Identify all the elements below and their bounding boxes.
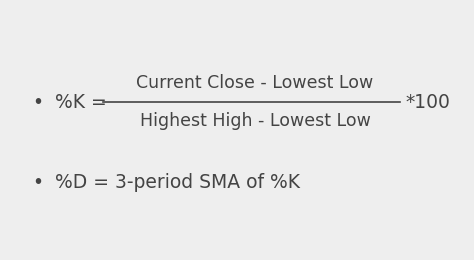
Text: Highest High - Lowest Low: Highest High - Lowest Low: [139, 112, 371, 130]
Text: Current Close - Lowest Low: Current Close - Lowest Low: [137, 74, 374, 92]
Text: •: •: [32, 172, 44, 192]
Text: %D = 3-period SMA of %K: %D = 3-period SMA of %K: [55, 172, 300, 192]
Text: •: •: [32, 93, 44, 112]
Text: %K =: %K =: [55, 93, 107, 112]
Text: *100: *100: [405, 93, 450, 112]
